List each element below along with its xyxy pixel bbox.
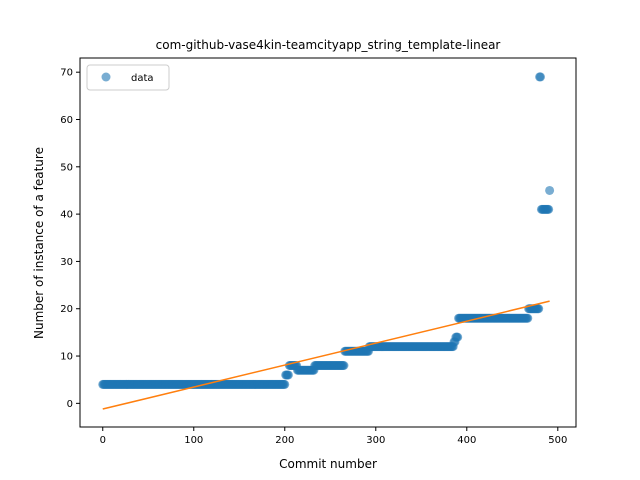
y-tick-label: 70 (60, 68, 73, 79)
fit-line (102, 300, 550, 410)
x-tick-label: 400 (457, 435, 476, 446)
data-point (280, 379, 290, 389)
y-axis-ticks: 0 10 20 30 40 50 60 70 (60, 68, 80, 410)
legend-box (86, 64, 170, 91)
chart-title: com-github-vase4kin-teamcityapp_string_t… (156, 38, 501, 52)
data-point (523, 313, 533, 323)
data-point (283, 370, 293, 380)
x-axis-label: Commit number (279, 457, 377, 471)
data-point (339, 361, 349, 370)
y-tick-label: 40 (60, 210, 73, 221)
fit-lines (102, 300, 550, 410)
data-point (536, 72, 546, 82)
y-axis-label: Number of instance of a feature (32, 147, 46, 339)
x-tick-label: 0 (100, 435, 106, 446)
legend-marker (101, 72, 111, 82)
data-point (545, 185, 555, 195)
data-point (544, 204, 554, 214)
y-tick-label: 30 (60, 257, 73, 268)
data-point (534, 304, 544, 314)
y-tick-label: 50 (60, 162, 73, 173)
data-point (453, 332, 463, 342)
x-tick-label: 100 (184, 435, 203, 446)
data-points (98, 72, 555, 389)
x-tick-label: 500 (548, 435, 567, 446)
x-tick-label: 200 (275, 435, 294, 446)
y-tick-label: 10 (60, 352, 73, 363)
y-tick-label: 20 (60, 304, 73, 315)
legend-label: data (131, 73, 154, 84)
y-tick-label: 0 (67, 399, 73, 410)
x-axis-ticks: 0 100 200 300 400 500 (100, 427, 567, 446)
legend: data (86, 64, 170, 91)
axes-frame (79, 57, 577, 428)
y-tick-label: 60 (60, 115, 73, 126)
x-tick-label: 300 (366, 435, 385, 446)
